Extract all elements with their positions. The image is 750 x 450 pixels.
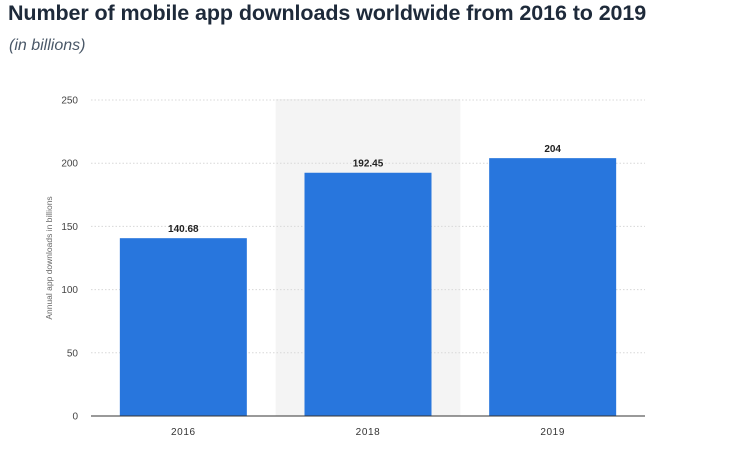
data-label-2019: 204 <box>544 144 561 155</box>
chart-title: Number of mobile app downloads worldwide… <box>8 1 647 25</box>
chart-subtitle: (in billions) <box>9 37 86 54</box>
bar-chart: 0 50 100 150 200 250 140.68 2016 192.45 2018 204 20… <box>44 96 645 438</box>
data-label-2018: 192.45 <box>353 159 384 170</box>
y-axis-title: Annual app downloads in billions <box>44 196 54 319</box>
bar-2019 <box>489 158 617 417</box>
y-tick-label: 200 <box>61 159 78 170</box>
y-tick-label: 50 <box>67 348 79 359</box>
y-tick-label: 100 <box>61 285 78 296</box>
bar-2016 <box>119 238 247 416</box>
x-tick-label: 2016 <box>171 427 196 438</box>
y-tick-label: 150 <box>61 222 78 233</box>
y-tick-label: 250 <box>61 96 78 107</box>
chart-area: 0 50 100 150 200 250 140.68 2016 192.45 2018 204 20… <box>0 64 750 450</box>
data-label-2016: 140.68 <box>168 224 199 235</box>
y-tick-label: 0 <box>72 412 78 423</box>
bar-2018 <box>304 172 432 416</box>
x-tick-label: 2019 <box>540 427 565 438</box>
x-tick-label: 2018 <box>356 427 381 438</box>
